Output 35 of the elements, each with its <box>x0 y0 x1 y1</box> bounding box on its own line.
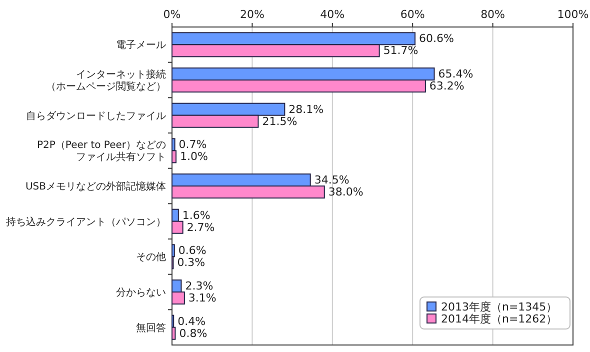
y-tick-label: 電子メール <box>116 40 166 52</box>
data-label: 63.2% <box>429 80 464 93</box>
legend-label: 2013年度（n=1345） <box>441 300 558 314</box>
data-label: 0.3% <box>177 256 206 270</box>
data-label: 51.7% <box>383 44 418 58</box>
data-label: 2.3% <box>185 279 214 292</box>
x-tick-label: 100% <box>557 8 589 21</box>
data-label: 1.6% <box>182 208 210 222</box>
y-tick-label: P2P（Peer to Peer）などのファイル共有ソフト <box>37 140 166 164</box>
data-label: 28.1% <box>288 102 324 116</box>
data-label: 3.1% <box>188 292 216 305</box>
data-label: 38.0% <box>328 186 364 199</box>
y-tick-label: 無回答 <box>136 322 166 334</box>
data-label: 65.4% <box>438 67 474 80</box>
data-label: 1.0% <box>180 150 208 164</box>
data-label: 60.6% <box>419 32 454 46</box>
y-tick-label: その他 <box>136 251 166 264</box>
data-label: 0.8% <box>179 326 208 340</box>
y-tick-label: USBメモリなどの外部記憶媒体 <box>25 180 166 192</box>
legend-label: 2014年度（n=1262） <box>441 312 558 326</box>
data-label: 0.6% <box>178 244 206 258</box>
data-label: 0.7% <box>178 138 207 152</box>
x-tick-label: 20% <box>240 8 264 21</box>
x-tick-label: 0% <box>163 8 181 21</box>
x-tick-label: 80% <box>480 8 506 21</box>
y-tick-label: 分からない <box>116 286 166 298</box>
data-label: 21.5% <box>262 114 298 128</box>
data-label: 0.4% <box>178 314 206 328</box>
y-tick-label: 持ち込みクライアント（パソコン） <box>6 216 166 228</box>
y-tick-label: 自らダウンロードしたファイル <box>26 110 166 122</box>
x-tick-label: 60% <box>400 8 425 21</box>
x-tick-label: 40% <box>320 8 345 21</box>
data-label: 34.5% <box>314 173 350 186</box>
y-tick-label: インターネット接続（ホームページ閲覧など） <box>46 68 166 92</box>
data-label: 2.7% <box>186 220 215 234</box>
